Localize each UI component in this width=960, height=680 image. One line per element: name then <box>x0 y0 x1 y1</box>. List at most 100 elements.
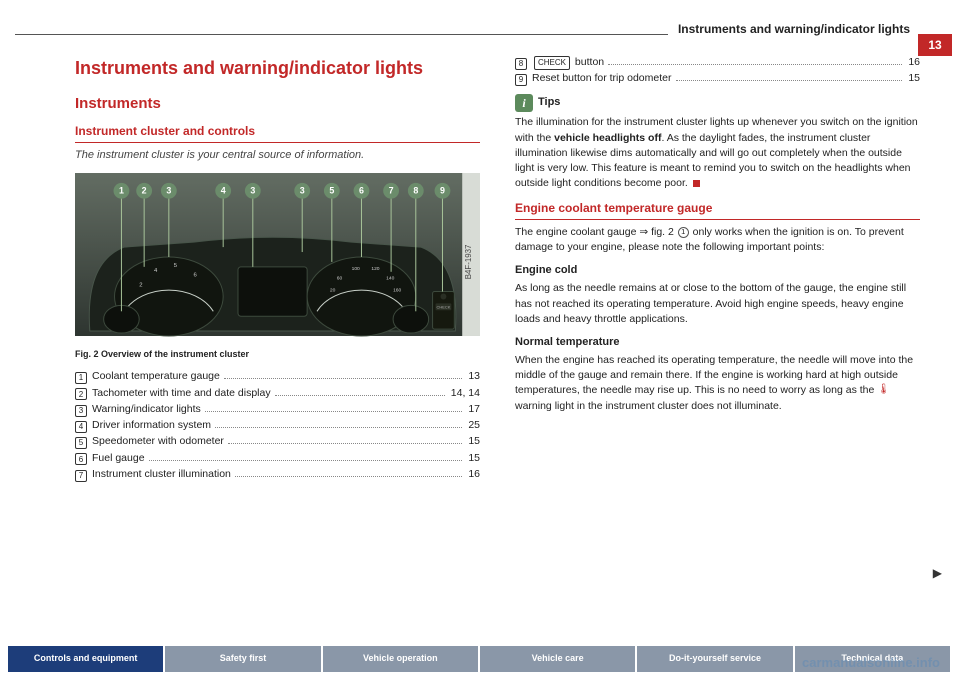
tips-body: The illumination for the instrument clus… <box>515 115 920 191</box>
subsection-cluster: Instrument cluster and controls <box>75 123 480 143</box>
coolant-intro: The engine coolant gauge ⇒ fig. 2 1 only… <box>515 225 920 255</box>
svg-text:3: 3 <box>166 186 171 196</box>
legend-page: 13 <box>466 369 480 384</box>
legend-label: Instrument cluster illumination <box>92 467 231 482</box>
svg-text:6: 6 <box>359 186 364 196</box>
page-number: 13 <box>918 34 952 56</box>
figure-side-label: B4F-1937 <box>464 245 473 280</box>
legend-item: 9 Reset button for trip odometer 15 <box>515 71 920 86</box>
svg-text:100: 100 <box>352 266 360 272</box>
svg-text:1: 1 <box>119 186 124 196</box>
svg-text:9: 9 <box>440 186 445 196</box>
subsection-coolant: Engine coolant temperature gauge <box>515 200 920 220</box>
callout-num: 7 <box>75 470 87 482</box>
legend-item: 1 Coolant temperature gauge 13 <box>75 369 480 384</box>
legend-item: 2 Tachometer with time and date display … <box>75 386 480 401</box>
tips-label: Tips <box>538 95 560 111</box>
svg-text:20: 20 <box>330 288 336 294</box>
svg-text:4: 4 <box>221 186 226 196</box>
leader-dots <box>205 411 463 412</box>
normal-body: When the engine has reached its operatin… <box>515 353 920 414</box>
legend-label: Speedometer with odometer <box>92 434 224 449</box>
leader-dots <box>676 80 903 81</box>
subhead-cold: Engine cold <box>515 263 920 279</box>
legend-label: Coolant temperature gauge <box>92 369 220 384</box>
legend-page: 25 <box>466 418 480 433</box>
legend-page: 15 <box>466 451 480 466</box>
legend-page: 17 <box>466 402 480 417</box>
legend-label: CHECK button <box>532 55 604 70</box>
footer-tab-controls[interactable]: Controls and equipment <box>8 646 163 672</box>
normal-text-1: When the engine has reached its operatin… <box>515 354 913 396</box>
callout-num: 9 <box>515 74 527 86</box>
info-icon: i <box>515 94 533 112</box>
legend-page: 15 <box>906 71 920 86</box>
watermark: carmanualsonline.info <box>802 655 940 670</box>
callout-num: 6 <box>75 453 87 465</box>
svg-text:8: 8 <box>413 186 418 196</box>
legend-item: 8 CHECK button 16 <box>515 55 920 70</box>
callout-num: 3 <box>75 405 87 417</box>
legend-page: 16 <box>906 55 920 70</box>
callout-num: 2 <box>75 388 87 400</box>
figure-instrument-cluster: B4F-1937 2 4 5 6 20 60 100 120 140 160 <box>75 172 480 337</box>
svg-text:3: 3 <box>300 186 305 196</box>
legend-right: 8 CHECK button 16 9 Reset button for tri… <box>515 55 920 86</box>
left-column: Instruments and warning/indicator lights… <box>75 55 480 640</box>
legend-item: 4 Driver information system 25 <box>75 418 480 433</box>
callout-num: 4 <box>75 421 87 433</box>
svg-text:140: 140 <box>386 276 394 282</box>
content-area: Instruments and warning/indicator lights… <box>75 55 920 640</box>
leader-dots <box>228 443 462 444</box>
continue-arrow-icon: ▶ <box>933 566 942 580</box>
svg-text:7: 7 <box>389 186 394 196</box>
section-instruments: Instruments <box>75 93 480 115</box>
legend-page: 16 <box>466 467 480 482</box>
figure-caption: Fig. 2 Overview of the instrument cluste… <box>75 348 480 361</box>
legend-label: Driver information system <box>92 418 211 433</box>
svg-text:CHECK: CHECK <box>437 305 451 310</box>
leader-dots <box>215 427 462 428</box>
footer-tab-safety[interactable]: Safety first <box>165 646 320 672</box>
page-header: Instruments and warning/indicator lights… <box>0 20 960 42</box>
leader-dots <box>224 378 462 379</box>
legend-item: 7 Instrument cluster illumination 16 <box>75 467 480 482</box>
svg-text:60: 60 <box>337 276 343 282</box>
leader-dots <box>608 64 902 65</box>
callout-num: 5 <box>75 437 87 449</box>
callout-num: 1 <box>75 372 87 384</box>
legend-item: 5 Speedometer with odometer 15 <box>75 434 480 449</box>
right-column: 8 CHECK button 16 9 Reset button for tri… <box>515 55 920 640</box>
svg-text:2: 2 <box>142 186 147 196</box>
check-button-icon: CHECK <box>534 56 570 70</box>
legend-page: 14, 14 <box>449 386 480 401</box>
leader-dots <box>275 395 445 396</box>
normal-text-2: warning light in the instrument cluster … <box>515 400 782 412</box>
legend-label: Tachometer with time and date display <box>92 386 271 401</box>
svg-text:120: 120 <box>371 266 379 272</box>
tips-bold: vehicle headlights off <box>554 132 661 144</box>
svg-text:160: 160 <box>393 288 401 294</box>
ref-callout: 1 <box>678 227 689 238</box>
svg-text:2: 2 <box>139 283 142 289</box>
end-square-icon <box>693 180 700 187</box>
tips-header: i Tips <box>515 94 920 112</box>
footer-tab-care[interactable]: Vehicle care <box>480 646 635 672</box>
legend-label-text: button <box>572 56 604 68</box>
header-title: Instruments and warning/indicator lights <box>668 22 910 36</box>
callout-num: 8 <box>515 58 527 70</box>
legend-left: 1 Coolant temperature gauge 13 2 Tachome… <box>75 369 480 482</box>
leader-dots <box>235 476 462 477</box>
page-title: Instruments and warning/indicator lights <box>75 55 480 81</box>
legend-item: 6 Fuel gauge 15 <box>75 451 480 466</box>
coolant-text-1: The engine coolant gauge ⇒ fig. 2 <box>515 226 677 238</box>
legend-label: Fuel gauge <box>92 451 145 466</box>
legend-label: Warning/indicator lights <box>92 402 201 417</box>
leader-dots <box>149 460 463 461</box>
footer-tab-diy[interactable]: Do-it-yourself service <box>637 646 792 672</box>
legend-item: 3 Warning/indicator lights 17 <box>75 402 480 417</box>
legend-label: Reset button for trip odometer <box>532 71 672 86</box>
svg-text:3: 3 <box>250 186 255 196</box>
footer-tab-operation[interactable]: Vehicle operation <box>323 646 478 672</box>
temperature-warning-icon: 🌡 <box>877 384 890 395</box>
